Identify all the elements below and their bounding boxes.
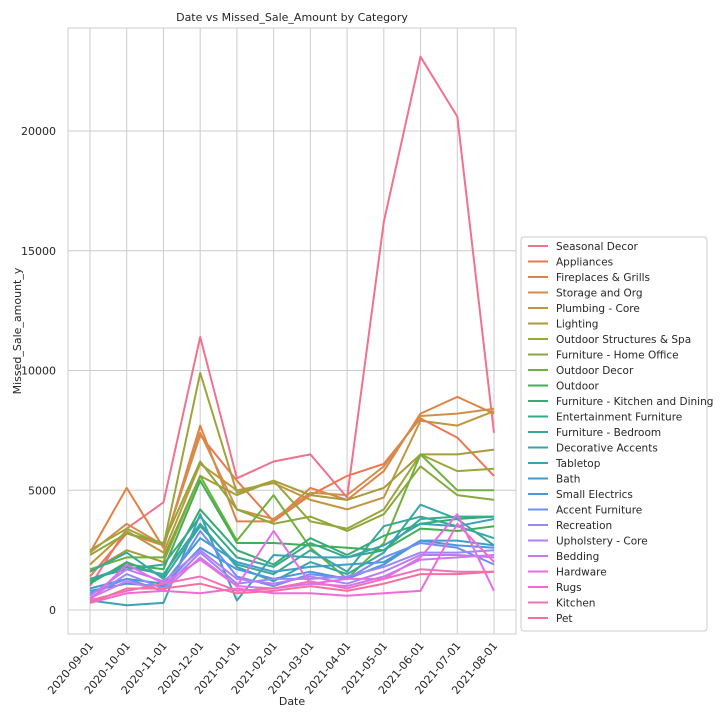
grid xyxy=(68,28,516,634)
y-tick-label: 15000 xyxy=(21,245,56,258)
series-line xyxy=(89,568,494,602)
y-axis-label: Missed_Sale_amount_y xyxy=(11,267,24,394)
y-tick-label: 0 xyxy=(49,604,56,617)
legend-entry-label: Storage and Org xyxy=(556,288,643,300)
legend-entry-label: Recreation xyxy=(556,520,612,532)
legend-entry-label: Furniture - Bedroom xyxy=(556,427,661,439)
legend-entry-label: Upholstery - Core xyxy=(556,536,648,548)
y-tick-label: 10000 xyxy=(21,365,56,378)
series-line xyxy=(89,549,495,599)
y-axis-ticks: 0 5000 10000 15000 20000 xyxy=(21,125,56,617)
legend: Seasonal Decor Appliances Fireplaces & Gri… xyxy=(520,236,713,632)
legend-entry-label: Outdoor xyxy=(556,381,600,393)
series-line xyxy=(89,55,495,587)
series-line xyxy=(89,407,495,554)
legend-entry-label: Bath xyxy=(556,474,580,486)
x-axis-label: Date xyxy=(279,695,306,708)
legend-entry-label: Accent Furniture xyxy=(556,505,642,517)
legend-entry-label: Small Electrics xyxy=(556,489,633,501)
chart-title: Date vs Missed_Sale_Amount by Category xyxy=(176,11,408,24)
legend-entry-label: Pet xyxy=(556,613,573,625)
series-line xyxy=(89,448,495,573)
legend-entry-label: Outdoor Structures & Spa xyxy=(556,334,691,346)
legend-entry-label: Appliances xyxy=(556,257,613,269)
series-line xyxy=(89,522,495,604)
legend-entry-label: Furniture - Home Office xyxy=(556,350,679,362)
legend-entry-label: Kitchen xyxy=(556,598,595,610)
legend-entry-label: Furniture - Kitchen and Dining xyxy=(556,396,713,408)
series-line xyxy=(89,570,495,604)
series-line xyxy=(89,549,495,597)
legend-entry-label: Fireplaces & Grills xyxy=(556,272,650,284)
legend-entry-label: Rugs xyxy=(556,582,582,594)
legend-entry-label: Seasonal Decor xyxy=(556,241,639,253)
plot-area xyxy=(67,27,517,635)
series-line xyxy=(89,453,494,580)
legend-entry-label: Outdoor Decor xyxy=(556,365,634,377)
x-axis-ticks: 2020-09-012020-10-012020-11-012020-12-01… xyxy=(45,640,500,697)
series-line xyxy=(89,515,495,580)
legend-entry-label: Tabletop xyxy=(555,458,601,470)
series-line xyxy=(89,410,495,566)
legend-frame xyxy=(520,236,708,632)
legend-entry-label: Decorative Accents xyxy=(556,443,658,455)
series-line xyxy=(89,503,495,583)
legend-entry-label: Hardware xyxy=(556,567,607,579)
y-tick-label: 5000 xyxy=(28,484,56,497)
series-line xyxy=(89,479,495,583)
legend-entry-label: Bedding xyxy=(556,551,599,563)
series-line xyxy=(89,513,495,602)
legend-entry-label: Entertainment Furniture xyxy=(556,412,682,424)
y-tick-label: 20000 xyxy=(21,125,56,138)
series-lines xyxy=(89,55,495,607)
legend-entry-label: Lighting xyxy=(556,319,598,331)
series-line xyxy=(89,371,495,552)
legend-entry-label: Plumbing - Core xyxy=(556,303,640,315)
